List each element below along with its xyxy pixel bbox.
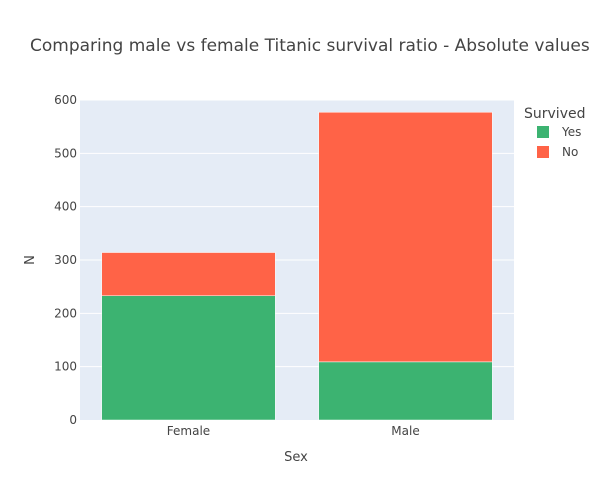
- y-tick-label: 400: [54, 200, 77, 214]
- y-tick-label: 200: [54, 306, 77, 320]
- bar-female-yes[interactable]: [101, 295, 276, 421]
- bar-female-no[interactable]: [101, 252, 276, 296]
- y-tick-label: 0: [69, 413, 77, 427]
- y-axis-title: N: [23, 255, 38, 265]
- y-tick-label: 300: [54, 253, 77, 267]
- bar-male-no[interactable]: [318, 112, 493, 363]
- x-tick-label: Female: [167, 424, 210, 438]
- chart-title: Comparing male vs female Titanic surviva…: [30, 36, 590, 56]
- x-axis-ticks: Female Male: [167, 424, 420, 438]
- x-tick-label: Male: [391, 424, 419, 438]
- y-tick-label: 500: [54, 146, 77, 160]
- legend-label-no[interactable]: No: [562, 145, 578, 159]
- bars: [101, 112, 493, 421]
- legend-swatch-yes[interactable]: [537, 126, 549, 138]
- x-axis-title: Sex: [284, 450, 308, 465]
- bar-male-yes[interactable]: [318, 361, 493, 421]
- y-tick-label: 100: [54, 360, 77, 374]
- legend-title: Survived: [524, 106, 585, 122]
- y-axis-ticks: 0 100 200 300 400 500 600: [54, 93, 77, 427]
- legend: Survived Yes No: [524, 106, 585, 159]
- y-tick-label: 600: [54, 93, 77, 107]
- legend-swatch-no[interactable]: [537, 146, 549, 158]
- legend-label-yes[interactable]: Yes: [561, 125, 581, 139]
